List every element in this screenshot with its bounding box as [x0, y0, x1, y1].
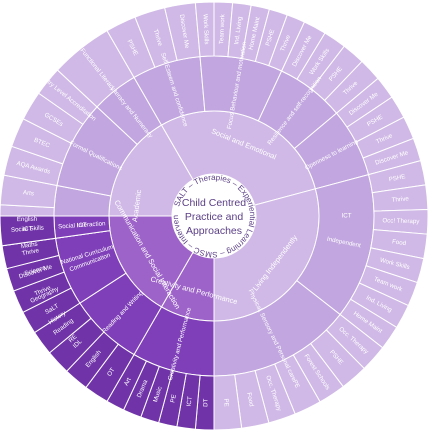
group-label-4-3: ICT	[342, 213, 352, 220]
leaf-label-3-0-0: DT	[202, 398, 209, 407]
leaf-label-0-0-4: Maths	[20, 241, 38, 251]
leaf-label-2-1-5: Food	[245, 392, 255, 408]
leaf-label-3-0-5: Art	[123, 377, 133, 387]
ict-outer-wedge	[0, 215, 57, 247]
leaf-label-1-1-4: PSHE	[264, 29, 276, 47]
leaf-label-2-0-0: PSHE	[388, 173, 406, 183]
center-title-line-1: Child Centred	[182, 197, 246, 209]
center-title-line-2: Practice and	[185, 211, 244, 223]
leaf-label-1-1-0: Work Skills	[202, 14, 210, 45]
leaf-label-3-0-1: ICT	[186, 396, 194, 407]
group-label-4-2: Social Interaction	[58, 220, 106, 230]
leaf-label-0-0-6: Arts	[22, 189, 34, 197]
leaf-label-0-0-0: RE	[67, 333, 78, 344]
center-circle	[172, 174, 256, 258]
leaf-label-0-0-5: English	[17, 216, 38, 223]
center-title-line-3: Approaches	[186, 225, 242, 237]
sector-label-0: Academic	[130, 189, 143, 223]
leaf-label-2-0-2: Occ! Therapy	[382, 217, 420, 225]
leaf-label-2-0-1: Thrive	[391, 195, 409, 204]
leaf-label-2-0-3: Food	[392, 238, 408, 247]
ict-outer-label: ICT	[22, 225, 33, 233]
leaf-label-4-0-0: OT	[106, 367, 117, 378]
leaf-label-1-1-2: Ind. Living	[233, 16, 244, 45]
leaf-label-4-1-3: Thrive	[21, 247, 40, 257]
leaf-label-3-0-3: Music	[152, 386, 164, 404]
leaf-label-2-1-6: PE	[222, 398, 230, 407]
leaf-label-4-2-0: Social Skills	[11, 225, 44, 234]
ict-mid-label: ICT	[77, 222, 88, 230]
leaf-label-3-0-2: PE	[169, 394, 178, 404]
leaf-label-1-1-1: Team work	[218, 13, 226, 44]
leaf-label-2-1-3: PE	[291, 379, 301, 389]
